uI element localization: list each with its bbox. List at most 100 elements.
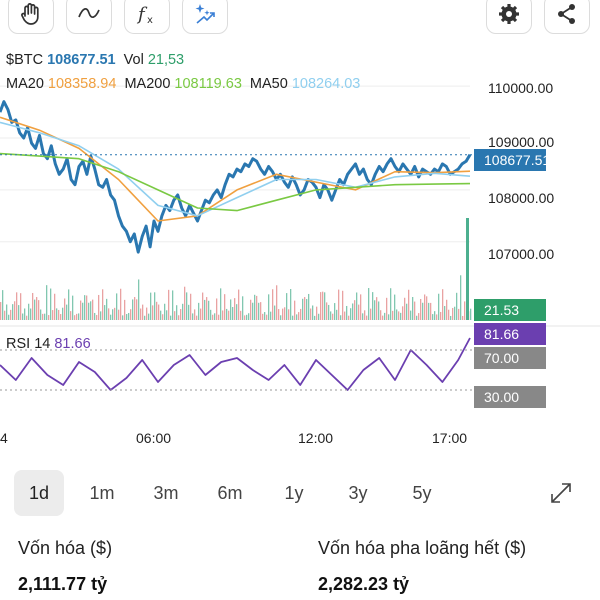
timeframe-1y[interactable]: 1y xyxy=(284,483,304,503)
y-tick-label: 110000.00 xyxy=(488,80,554,96)
volume-bar xyxy=(0,302,2,320)
volume-bar xyxy=(250,299,252,320)
timeframe-5y[interactable]: 5y xyxy=(412,483,432,503)
volume-bar xyxy=(322,291,324,320)
volume-bar xyxy=(32,292,34,320)
volume-bar xyxy=(430,302,432,320)
fdv-label: Vốn hóa pha loãng hết ($) xyxy=(318,538,527,558)
volume-bar xyxy=(54,293,56,320)
volume-bar xyxy=(364,310,366,320)
legend-symbol: $BTC xyxy=(6,52,44,68)
volume-bar xyxy=(166,310,168,320)
volume-bar xyxy=(14,301,16,320)
volume-bar xyxy=(308,293,310,320)
volume-bar xyxy=(444,306,446,320)
volume-bar xyxy=(168,289,170,320)
volume-bar xyxy=(460,275,462,320)
volume-bar xyxy=(392,310,394,320)
timeframe-1m[interactable]: 1m xyxy=(89,483,115,503)
volume-bar xyxy=(142,304,144,320)
volume-bar xyxy=(236,304,238,320)
volume-bar xyxy=(212,314,214,320)
volume-bar xyxy=(148,313,150,320)
volume-bar xyxy=(398,311,400,320)
rsi-value: 81.66 xyxy=(54,336,91,352)
volume-bar xyxy=(104,305,106,320)
volume-bar xyxy=(422,302,424,320)
timeframe-6m[interactable]: 6m xyxy=(217,483,243,503)
chart-canvas xyxy=(0,85,600,391)
volume-bar xyxy=(110,314,112,320)
volume-bar xyxy=(174,311,176,320)
volume-bar xyxy=(286,293,288,320)
price-chart[interactable]: $BTC 108677.51 Vol 21,53 MA20 108358.94 MA2… xyxy=(0,38,600,458)
volume-bar xyxy=(92,299,94,320)
legend-ma200-value: 108119.63 xyxy=(174,76,242,92)
timeframe-3m[interactable]: 3m xyxy=(153,483,179,503)
volume-bar xyxy=(144,315,146,320)
timeframe-3y[interactable]: 3y xyxy=(348,483,368,503)
volume-bar xyxy=(466,218,469,320)
legend-ma200-label: MA200 xyxy=(124,76,171,92)
volume-bar xyxy=(378,301,380,320)
volume-bar xyxy=(50,288,52,320)
volume-bar xyxy=(464,301,466,320)
share-icon[interactable] xyxy=(544,0,590,34)
volume-bar xyxy=(328,304,330,320)
expand-icon[interactable] xyxy=(548,480,574,511)
volume-bar xyxy=(202,292,204,320)
volume-bar xyxy=(226,308,228,320)
volume-bar xyxy=(354,300,356,320)
settings-icon[interactable] xyxy=(486,0,532,34)
rsi-upper-badge: 70.00 xyxy=(474,347,546,369)
volume-bar xyxy=(72,295,74,320)
volume-bar xyxy=(324,292,326,320)
volume-bar xyxy=(296,314,298,320)
volume-bar xyxy=(456,292,458,320)
volume-bar xyxy=(78,313,80,320)
volume-bar xyxy=(338,289,340,320)
volume-bar xyxy=(260,302,262,320)
price-badge: 108677.51 xyxy=(474,149,550,171)
volume-bar xyxy=(36,297,38,320)
volume-bar xyxy=(376,297,378,320)
volume-bar xyxy=(34,299,36,320)
volume-bar xyxy=(76,313,78,320)
volume-bar xyxy=(158,304,160,320)
volume-bar xyxy=(274,305,276,320)
volume-bar xyxy=(62,307,64,320)
volume-bar xyxy=(234,298,236,320)
timeframe-1d[interactable]: 1d xyxy=(14,470,64,516)
volume-bar xyxy=(278,309,280,320)
volume-bar xyxy=(84,295,86,320)
volume-bar xyxy=(106,298,108,320)
volume-bar xyxy=(372,292,374,320)
series-line-ma50 xyxy=(0,121,471,217)
hand-icon[interactable] xyxy=(8,0,54,34)
volume-bar xyxy=(8,314,10,320)
volume-bar xyxy=(130,309,132,320)
volume-bar xyxy=(424,294,426,320)
y-tick-label: 107000.00 xyxy=(488,246,555,262)
y-tick-label: 109000.00 xyxy=(488,134,555,150)
volume-bar xyxy=(350,308,352,320)
volume-bar xyxy=(406,303,408,320)
volume-bar xyxy=(102,289,104,320)
curve-icon[interactable] xyxy=(66,0,112,34)
volume-bar xyxy=(404,297,406,320)
volume-bar xyxy=(452,307,454,320)
volume-bar xyxy=(198,302,200,320)
volume-bar xyxy=(118,309,120,320)
volume-bar xyxy=(242,296,244,320)
volume-bar xyxy=(258,302,260,320)
volume-bar xyxy=(304,297,306,320)
volume-bar xyxy=(86,295,88,320)
volume-badge: 21.53 xyxy=(474,299,546,321)
volume-bar xyxy=(292,315,294,320)
rsi-lower-badge: 30.00 xyxy=(474,386,546,408)
volume-bar xyxy=(222,310,224,320)
volume-bar xyxy=(312,305,314,320)
magic-icon[interactable] xyxy=(182,0,228,34)
series-line-ma20 xyxy=(0,116,471,222)
